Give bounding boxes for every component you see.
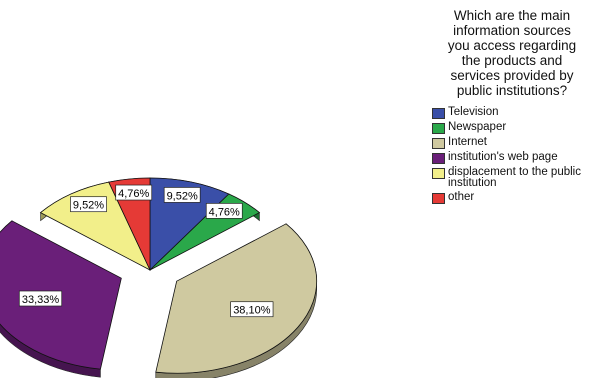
data-label: 9,52% bbox=[163, 187, 201, 203]
legend-swatch bbox=[432, 123, 445, 134]
legend-label: Television bbox=[448, 106, 499, 118]
legend: Television Newspaper Internet institution's… bbox=[432, 106, 601, 207]
data-label-box bbox=[115, 184, 153, 201]
legend-item: institution's web page bbox=[432, 151, 601, 164]
data-label-text: 33,33% bbox=[22, 294, 60, 306]
data-label-text: 4,76% bbox=[118, 188, 149, 200]
pie-slice bbox=[155, 223, 318, 374]
legend-label: other bbox=[448, 191, 475, 203]
data-label: 4,76% bbox=[205, 203, 243, 219]
legend-swatch bbox=[432, 193, 445, 204]
legend-label: Internet bbox=[448, 136, 487, 148]
data-label-text: 9,52% bbox=[73, 200, 104, 212]
data-label: 4,76% bbox=[115, 184, 153, 201]
legend-item: Internet bbox=[432, 136, 601, 149]
legend-item: displacement to the public institution bbox=[432, 166, 601, 189]
legend-swatch bbox=[432, 153, 445, 164]
chart-title: Which are the main information sources y… bbox=[447, 8, 577, 98]
legend-swatch bbox=[432, 168, 445, 179]
data-label: 9,52% bbox=[70, 196, 107, 213]
legend-label: displacement to the public institution bbox=[448, 166, 581, 189]
pie-slice bbox=[108, 177, 151, 271]
data-label-box bbox=[163, 187, 201, 203]
data-label-text: 9,52% bbox=[167, 190, 198, 202]
data-label-text: 4,76% bbox=[209, 206, 240, 218]
data-label: 33,33% bbox=[18, 290, 63, 307]
pie-slice bbox=[39, 181, 151, 271]
data-label: 38,10% bbox=[230, 301, 274, 318]
data-label-box bbox=[205, 203, 243, 219]
data-label-box bbox=[18, 290, 63, 307]
legend-label: institution's web page bbox=[448, 151, 558, 163]
legend-label: Newspaper bbox=[448, 121, 507, 133]
legend-swatch bbox=[432, 108, 445, 119]
legend-item: Newspaper bbox=[432, 121, 601, 134]
legend-item: Television bbox=[432, 106, 601, 119]
data-label-box bbox=[230, 301, 274, 318]
legend-item: other bbox=[432, 191, 601, 204]
legend-swatch bbox=[432, 138, 445, 149]
data-label-box bbox=[70, 196, 107, 213]
data-label-text: 38,10% bbox=[233, 305, 271, 317]
